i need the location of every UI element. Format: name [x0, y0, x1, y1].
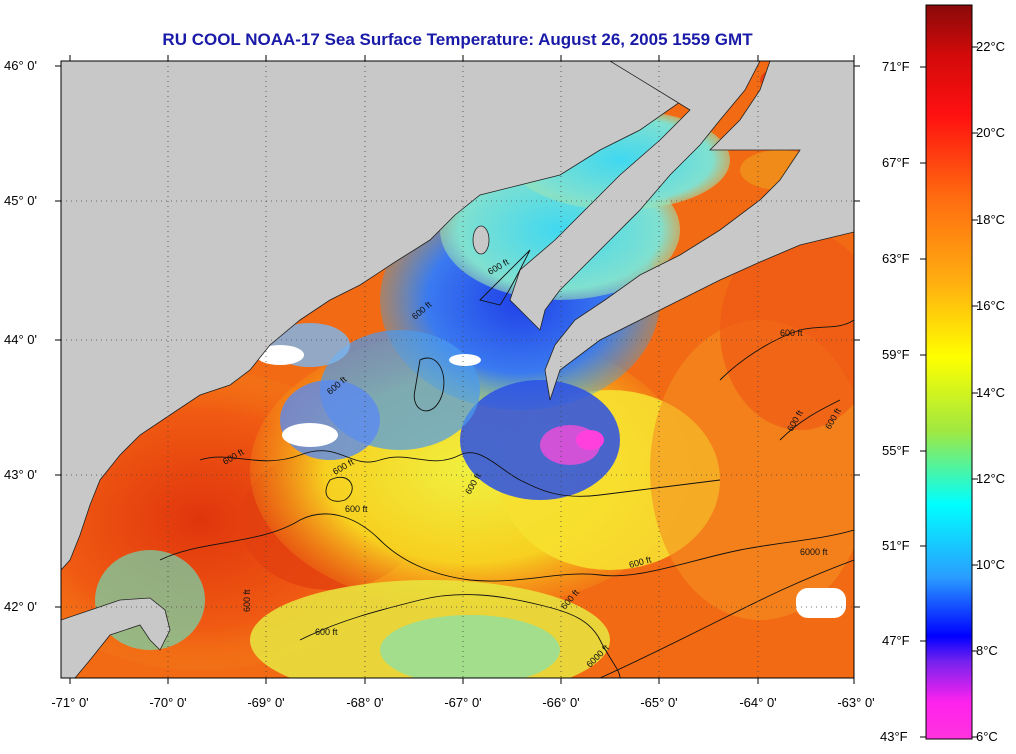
contour-600ft — [159, 513, 854, 582]
contour-600ft — [413, 357, 445, 412]
longitude-label: -71° 0' — [51, 695, 89, 710]
sea-surface-temperature-field: 600 ft 600 ft 600 ft 600 ft 600 ft 600 f… — [61, 61, 854, 678]
contour-label: 6000 ft — [800, 547, 828, 557]
land-new-brunswick — [509, 61, 761, 331]
cloud-patch — [449, 354, 481, 366]
celsius-label: 20°C — [976, 125, 1006, 140]
celsius-label: 22°C — [976, 39, 1006, 54]
contour-600ft — [325, 477, 353, 502]
longitude-label: -69° 0' — [247, 695, 285, 710]
latitude-label: 44° 0' — [4, 332, 37, 347]
contour-600ft — [299, 594, 621, 678]
latitude-label: 46° 0' — [4, 58, 37, 73]
contour-600ft — [199, 450, 721, 497]
contour-label: 600 ft — [242, 589, 252, 612]
latitude-label: 45° 0' — [4, 193, 37, 208]
fahrenheit-label: 51°F — [882, 538, 910, 553]
fahrenheit-label: 63°F — [882, 251, 910, 266]
fahrenheit-label: 47°F — [882, 633, 910, 648]
longitude-label: -65° 0' — [640, 695, 678, 710]
contour-600ft — [779, 399, 841, 441]
fahrenheit-label: 43°F — [880, 729, 908, 744]
longitude-label: -67° 0' — [444, 695, 482, 710]
longitude-label: -64° 0' — [739, 695, 777, 710]
land-cape-cod — [61, 597, 171, 678]
fahrenheit-label: 71°F — [882, 59, 910, 74]
contour-600ft — [719, 319, 854, 381]
graticule — [61, 61, 854, 678]
land-grand-manan — [472, 225, 490, 255]
longitude-label: -68° 0' — [346, 695, 384, 710]
celsius-label: 10°C — [976, 557, 1006, 572]
longitude-label: -66° 0' — [542, 695, 580, 710]
celsius-label: 6°C — [976, 729, 998, 744]
fahrenheit-label: 59°F — [882, 347, 910, 362]
longitude-label: -70° 0' — [149, 695, 187, 710]
cloud-patch — [282, 423, 338, 447]
latitude-label: 42° 0' — [4, 599, 37, 614]
fahrenheit-label: 55°F — [882, 443, 910, 458]
latitude-label: 43° 0' — [4, 467, 37, 482]
bathymetry-contours — [159, 249, 854, 678]
plot-frame — [60, 60, 855, 679]
colorbar — [925, 4, 973, 740]
contour-6000ft — [599, 559, 854, 678]
fahrenheit-label: 67°F — [882, 155, 910, 170]
contour-label: 600 ft — [345, 504, 368, 514]
longitude-label: -63° 0' — [837, 695, 875, 710]
cloud-patch — [796, 588, 846, 618]
cloud-patch — [256, 345, 304, 365]
celsius-label: 8°C — [976, 643, 998, 658]
contour-label: 600 ft — [780, 328, 803, 338]
frame-ticks — [55, 55, 860, 684]
celsius-label: 14°C — [976, 385, 1006, 400]
celsius-label: 16°C — [976, 298, 1006, 313]
contour-label: 600 ft — [315, 627, 338, 637]
celsius-label: 18°C — [976, 212, 1006, 227]
map-title: RU COOL NOAA-17 Sea Surface Temperature:… — [162, 30, 753, 49]
colorbar-ticks — [920, 46, 978, 738]
contour-600ft — [479, 249, 531, 306]
celsius-label: 12°C — [976, 471, 1006, 486]
land-nova-scotia — [544, 61, 854, 401]
land-maine — [61, 61, 701, 571]
land-masses — [61, 61, 854, 678]
